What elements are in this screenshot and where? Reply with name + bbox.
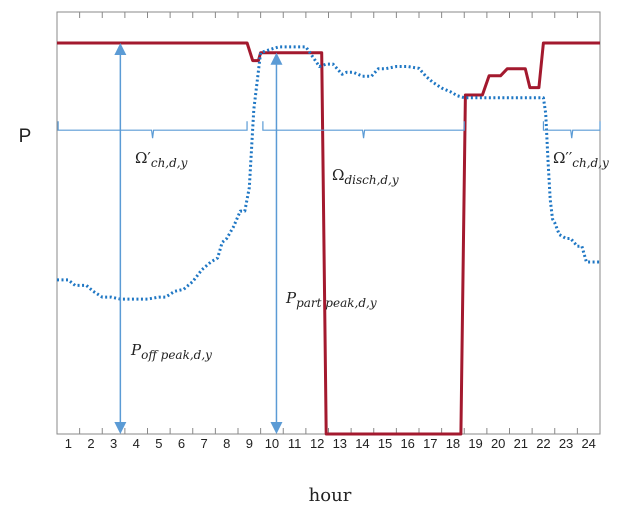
x-tick-label: 20 bbox=[491, 436, 505, 451]
x-tick-label: 5 bbox=[155, 436, 162, 451]
x-tick-label: 21 bbox=[514, 436, 528, 451]
arrow-head-up bbox=[270, 52, 283, 65]
label-p-off-peak: Poff peak,d,y bbox=[130, 341, 212, 362]
x-tick-label: 11 bbox=[288, 436, 302, 451]
series-line-dotted bbox=[57, 45, 600, 301]
x-tick-label: 12 bbox=[310, 436, 324, 451]
x-tick-label: 13 bbox=[333, 436, 347, 451]
x-tick-label: 18 bbox=[446, 436, 460, 451]
x-tick-label: 14 bbox=[355, 436, 369, 451]
x-tick-label: 15 bbox=[378, 436, 392, 451]
x-tick-label: 2 bbox=[87, 436, 94, 451]
x-tick-label: 8 bbox=[223, 436, 230, 451]
label-omega-ch-1: Ω′ch,d,y bbox=[135, 149, 188, 170]
x-tick-label: 17 bbox=[423, 436, 437, 451]
x-tick-label: 7 bbox=[200, 436, 207, 451]
x-tick-label: 16 bbox=[400, 436, 414, 451]
brace-annotation bbox=[542, 121, 601, 139]
label-omega-disch: Ωdisch,d,y bbox=[332, 166, 399, 187]
annotation-layer bbox=[57, 43, 601, 434]
y-axis-label: P bbox=[19, 126, 32, 147]
x-tick-label: 6 bbox=[178, 436, 185, 451]
x-tick-label: 22 bbox=[536, 436, 550, 451]
series-layer bbox=[57, 41, 600, 436]
arrow-head-up bbox=[114, 43, 127, 55]
brace-annotation bbox=[57, 121, 248, 139]
x-tick-label: 24 bbox=[581, 436, 595, 451]
x-axis-label: hour bbox=[309, 485, 352, 506]
x-tick-labels: 1 2 3 4 5 6 7 8 9 10 11 12 13 14 15 16 17 18 19 20 21 22 23 24 bbox=[65, 436, 596, 451]
series-line-solid bbox=[57, 41, 600, 436]
x-tick-label: 9 bbox=[246, 436, 253, 451]
brace-annotation bbox=[262, 121, 465, 139]
x-tick-label: 10 bbox=[265, 436, 279, 451]
label-omega-ch-2: Ω′′ch,d,y bbox=[553, 149, 609, 170]
x-tick-label: 3 bbox=[110, 436, 117, 451]
plot-frame bbox=[56, 11, 601, 435]
x-axis-ticks bbox=[56, 12, 601, 434]
x-tick-label: 1 bbox=[65, 436, 72, 451]
x-tick-label: 4 bbox=[133, 436, 140, 451]
arrow-head-down bbox=[114, 422, 127, 434]
x-tick-label: 23 bbox=[559, 436, 573, 451]
x-tick-label: 19 bbox=[468, 436, 482, 451]
label-p-part-peak: Ppart peak,d,y bbox=[285, 289, 377, 310]
arrow-head-down bbox=[270, 422, 283, 434]
